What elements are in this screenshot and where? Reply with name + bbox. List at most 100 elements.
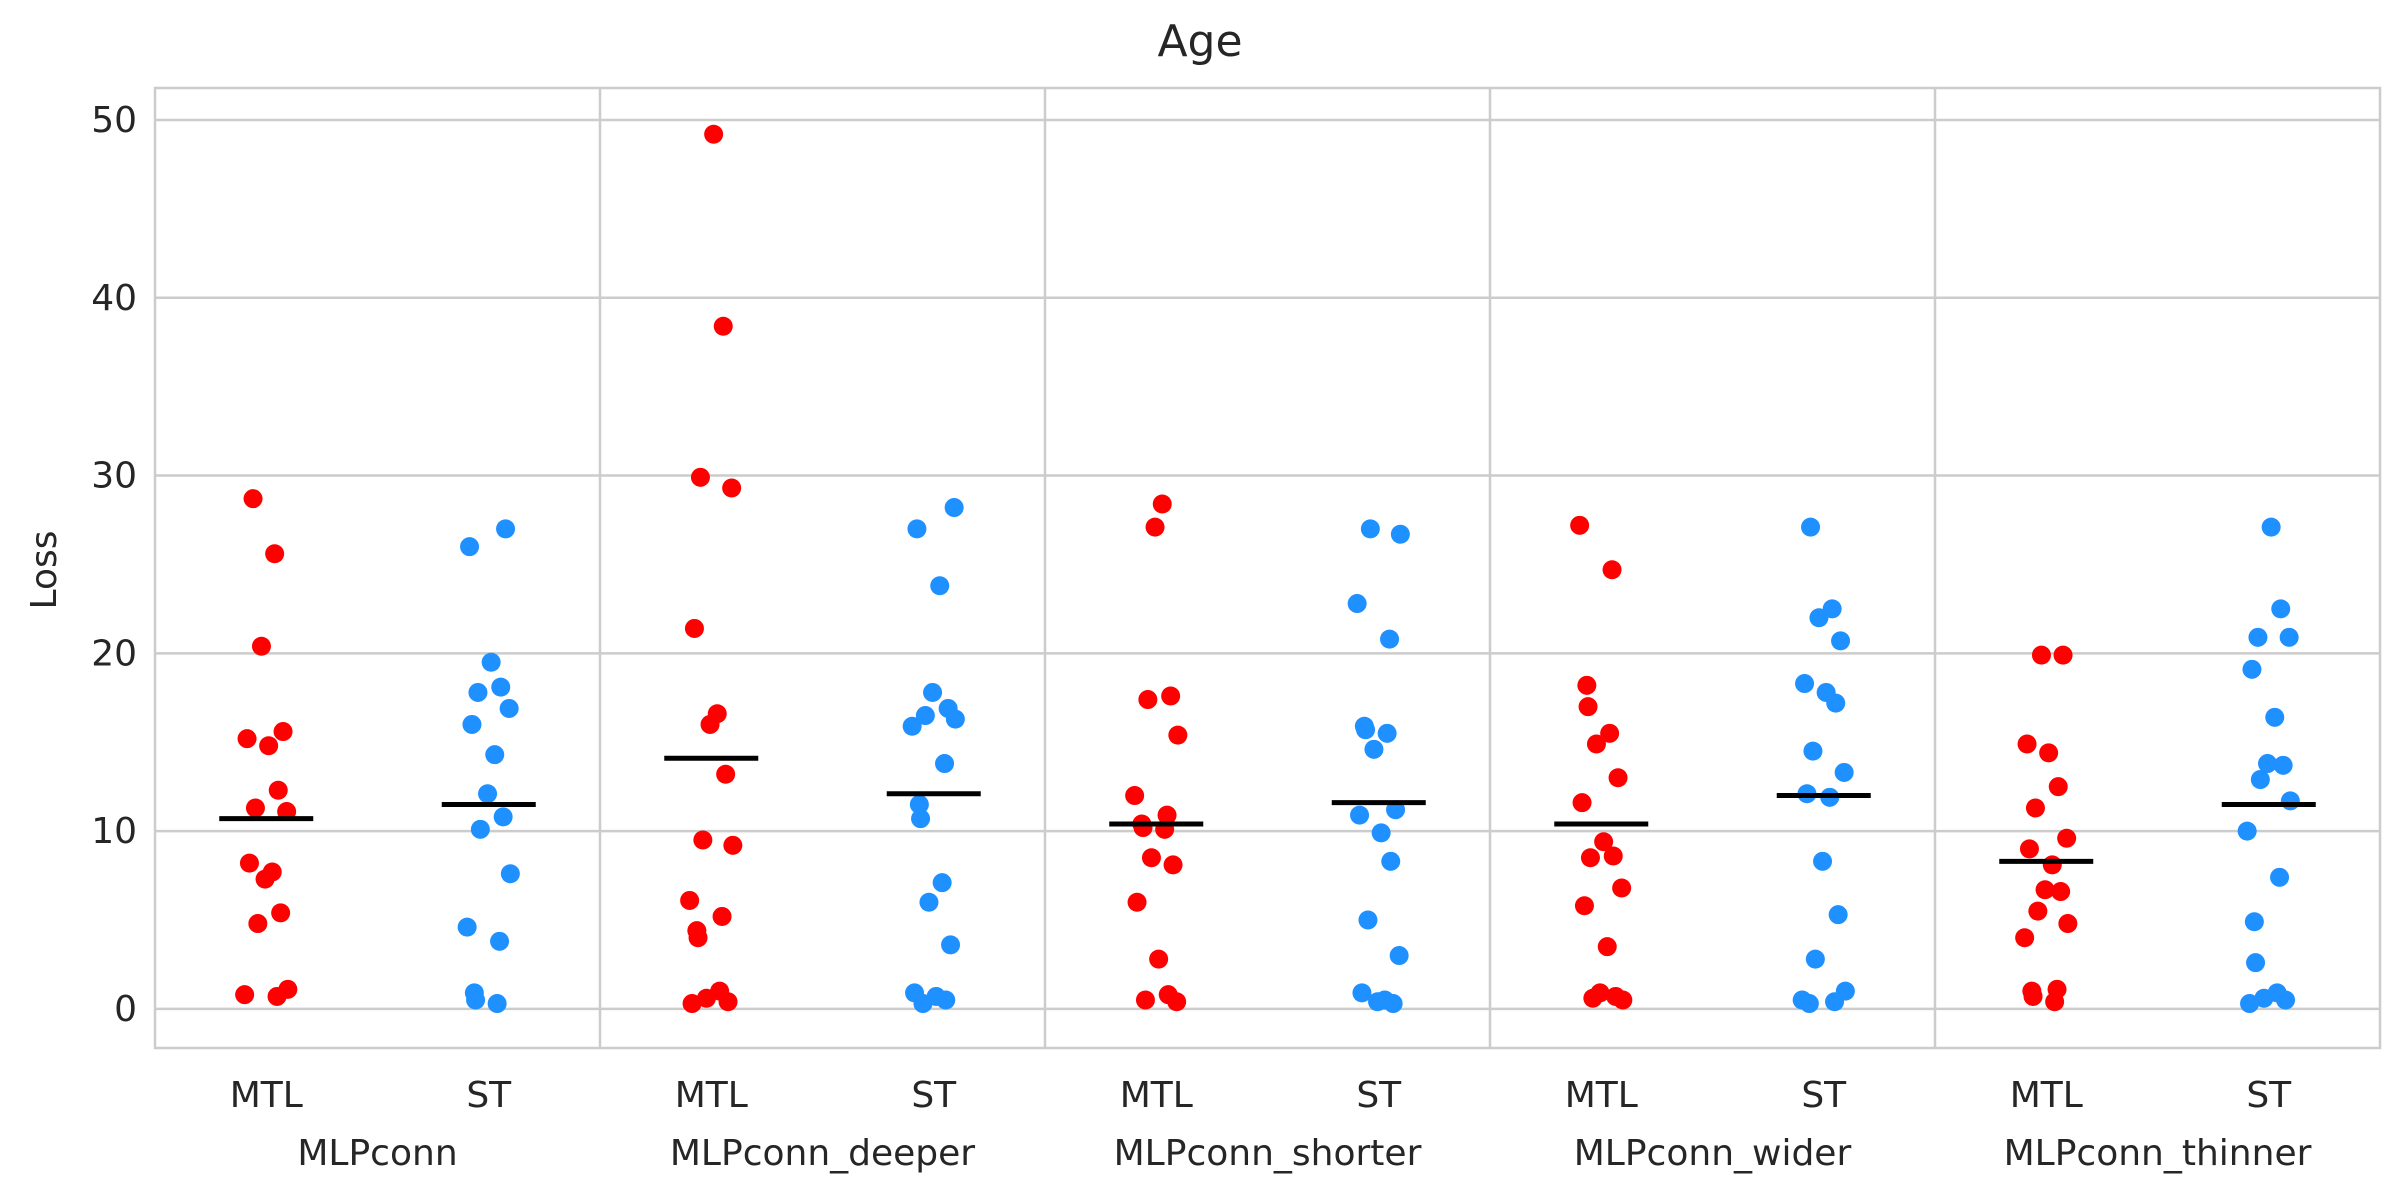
x-tick-label: MTL <box>1120 1075 1193 1116</box>
data-point-st <box>902 716 922 736</box>
data-point-mtl <box>1125 786 1145 806</box>
data-point-mtl <box>1133 818 1153 838</box>
data-point-mtl <box>1613 990 1633 1010</box>
x-tick-label: ST <box>466 1075 512 1116</box>
data-point-mtl <box>1138 690 1158 710</box>
data-point-mtl <box>235 985 255 1005</box>
data-point-st <box>913 994 933 1014</box>
data-point-mtl <box>1586 734 1606 754</box>
data-point-mtl <box>2042 855 2062 875</box>
data-point-mtl <box>255 869 275 889</box>
data-point-st <box>470 819 490 839</box>
data-point-mtl <box>1577 675 1597 695</box>
data-point-st <box>1389 946 1409 966</box>
data-point-st <box>499 698 519 718</box>
data-point-st <box>466 990 486 1010</box>
data-point-mtl <box>265 544 285 564</box>
data-point-st <box>1377 723 1397 743</box>
data-point-mtl <box>2039 743 2059 763</box>
data-point-st <box>2276 990 2296 1010</box>
data-point-st <box>1368 992 1388 1012</box>
data-point-mtl <box>1603 846 1623 866</box>
data-point-mtl <box>1583 988 1603 1008</box>
data-point-mtl <box>2023 986 2043 1006</box>
data-point-mtl <box>712 906 732 926</box>
data-point-mtl <box>2057 828 2077 848</box>
data-point-st <box>2271 599 2291 619</box>
data-point-mtl <box>1161 686 1181 706</box>
data-point-mtl <box>1141 848 1161 868</box>
data-point-st <box>1826 693 1846 713</box>
group-label: MLPconn_wider <box>1574 1133 1852 1174</box>
data-point-st <box>2244 912 2264 932</box>
data-point-st <box>2237 821 2257 841</box>
data-point-st <box>1358 910 1378 930</box>
x-tick-label: ST <box>2246 1075 2292 1116</box>
data-point-mtl <box>704 124 724 144</box>
data-point-st <box>1805 949 1825 969</box>
data-point-st <box>936 990 956 1010</box>
data-point-st <box>930 576 950 596</box>
grid-layer <box>155 88 2380 1048</box>
data-point-st <box>1380 629 1400 649</box>
data-point-mtl <box>2025 798 2045 818</box>
chart-title: Age <box>1157 16 1242 67</box>
data-point-st <box>481 652 501 672</box>
group-label: MLPconn <box>297 1133 457 1174</box>
data-point-mtl <box>1580 848 1600 868</box>
data-point-mtl <box>1135 990 1155 1010</box>
data-point-mtl <box>700 714 720 734</box>
data-point-st <box>468 682 488 702</box>
group-label: MLPconn_thinner <box>2004 1133 2312 1174</box>
data-point-mtl <box>1597 937 1617 957</box>
data-point-st <box>1801 517 1821 537</box>
data-point-st <box>935 754 955 774</box>
y-tick-label: 20 <box>91 633 137 674</box>
group-label: MLPconn_deeper <box>670 1133 975 1174</box>
data-point-mtl <box>684 618 704 638</box>
data-point-st <box>1364 739 1384 759</box>
data-point-mtl <box>1145 517 1165 537</box>
data-point-mtl <box>723 835 743 855</box>
data-point-st <box>2265 707 2285 727</box>
data-point-st <box>1799 994 1819 1014</box>
data-point-mtl <box>1152 494 1172 514</box>
data-point-mtl <box>1612 878 1632 898</box>
data-point-st <box>491 677 511 697</box>
data-point-mtl <box>2058 914 2078 934</box>
data-point-st <box>2280 791 2300 811</box>
y-axis-label: Loss <box>24 531 65 610</box>
data-point-mtl <box>243 489 263 509</box>
data-point-st <box>1834 762 1854 782</box>
x-tick-label: MTL <box>675 1075 748 1116</box>
data-point-mtl <box>1149 949 1169 969</box>
data-point-st <box>2261 517 2281 537</box>
data-point-st <box>462 714 482 734</box>
data-point-mtl <box>2048 777 2068 797</box>
data-point-st <box>2246 953 2266 973</box>
x-tick-label: MTL <box>1565 1075 1638 1116</box>
data-point-st <box>2240 994 2260 1014</box>
plot-frame <box>153 86 2382 1050</box>
data-point-mtl <box>716 764 736 784</box>
data-point-mtl <box>2053 645 2073 665</box>
data-point-st <box>1390 524 1410 544</box>
data-point-mtl <box>2031 645 2051 665</box>
data-point-mtl <box>239 853 259 873</box>
data-point-st <box>2250 770 2270 790</box>
data-point-mtl <box>1570 515 1590 535</box>
data-point-st <box>2279 627 2299 647</box>
data-point-st <box>490 931 510 951</box>
data-point-mtl <box>2017 734 2037 754</box>
data-point-st <box>923 682 943 702</box>
data-point-mtl <box>1574 896 1594 916</box>
data-point-st <box>1383 994 1403 1014</box>
data-point-st <box>1350 805 1370 825</box>
data-point-mtl <box>259 736 279 756</box>
data-point-mtl <box>2051 882 2071 902</box>
data-point-mtl <box>2015 928 2035 948</box>
data-point-mtl <box>688 928 708 948</box>
data-point-mtl <box>1594 832 1614 852</box>
labels-layer: 0 10 20 30 40 50 MLPconn MTL ST MLPconn_deeper MTL… <box>91 100 2311 1174</box>
means-layer <box>219 755 2316 864</box>
